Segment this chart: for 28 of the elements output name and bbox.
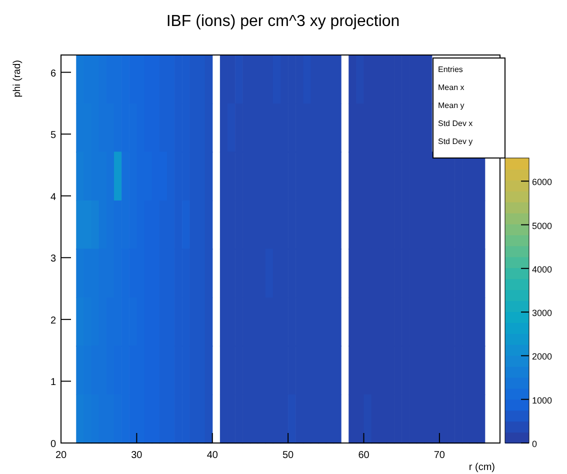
color-bar-label: 2000 xyxy=(532,352,552,362)
annotation: Entries xyxy=(438,65,463,74)
chart-title: IBF (ions) per cm^3 xy projection xyxy=(166,13,400,30)
color-bar-label: 3000 xyxy=(532,308,552,318)
y-tick-label: 3 xyxy=(50,254,56,265)
annotation: Mean x xyxy=(438,83,464,92)
annotation: Std Dev y xyxy=(438,137,473,146)
annotation: Std Dev x xyxy=(438,119,473,128)
y-axis-title: phi (rad) xyxy=(12,60,23,98)
y-tick-label: 2 xyxy=(50,315,56,326)
y-tick-label: 6 xyxy=(50,68,56,80)
color-bar-label: 0 xyxy=(532,439,538,449)
y-tick-label: 4 xyxy=(50,192,56,203)
color-bar-label: 6000 xyxy=(532,177,552,188)
y-tick-label: 1 xyxy=(50,377,56,388)
y-tick-label: 0 xyxy=(50,439,56,450)
color-bar-label: 1000 xyxy=(532,395,552,406)
x-axis-title: r (cm) xyxy=(468,462,495,473)
annotation: Mean y xyxy=(438,101,464,110)
x-tick-label: 40 xyxy=(206,450,218,461)
color-bar-label: 4000 xyxy=(532,264,552,274)
x-tick-label: 20 xyxy=(55,450,67,461)
y-tick-label: 5 xyxy=(50,130,56,142)
x-tick-label: 30 xyxy=(131,450,143,461)
x-tick-label: 70 xyxy=(434,450,446,461)
x-tick-label: 60 xyxy=(358,450,370,461)
x-tick-label: 50 xyxy=(282,450,294,461)
color-bar-label: 5000 xyxy=(532,220,552,231)
